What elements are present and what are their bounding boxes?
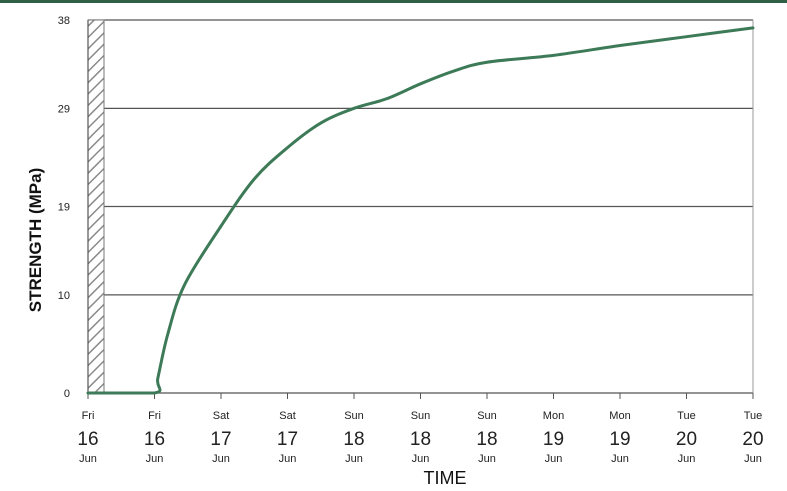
grid-lines (88, 19, 753, 296)
x-tick-day: 17 (210, 429, 231, 450)
x-tick-month: Jun (412, 453, 430, 465)
x-tick-dow: Sun (477, 410, 497, 422)
x-tick-dow: Tue (744, 410, 763, 422)
axes (87, 20, 754, 399)
hatched-band (87, 19, 105, 394)
x-tick-month: Jun (345, 453, 363, 465)
x-tick-month: Jun (146, 453, 164, 465)
x-tick-dow: Tue (677, 410, 696, 422)
x-tick-dow: Mon (609, 410, 630, 422)
x-tick-day: 19 (609, 429, 630, 450)
x-tick-day: 18 (343, 429, 364, 450)
y-tick-label: 10 (58, 290, 70, 302)
series-layer (86, 26, 755, 395)
y-tick-label: 29 (58, 103, 70, 115)
x-tick-day: 20 (676, 429, 697, 450)
x-tick-day: 17 (277, 429, 298, 450)
x-tick-month: Jun (79, 453, 97, 465)
x-tick-dow: Fri (148, 410, 161, 422)
y-axis-label: STRENGTH (MPa) (26, 167, 45, 313)
x-tick-dow: Sat (213, 410, 230, 422)
x-tick-dow: Mon (543, 410, 564, 422)
x-tick-month: Jun (611, 453, 629, 465)
x-tick-month: Jun (545, 453, 563, 465)
x-tick-month: Jun (744, 453, 762, 465)
y-tick-label: 19 (58, 202, 70, 214)
x-axis-label: TIME (423, 468, 467, 488)
x-tick-day: 18 (476, 429, 497, 450)
x-tick-day: 20 (742, 429, 763, 450)
y-tick-label: 0 (64, 388, 70, 400)
x-tick-dow: Sun (344, 410, 364, 422)
x-tick-month: Jun (678, 453, 696, 465)
x-tick-day: 16 (77, 429, 98, 450)
x-tick-dow: Sun (411, 410, 431, 422)
x-tick-labels: Fri 16 Jun Fri 16 Jun Sat 17 Jun Sat 17 Jun Sun 18 Jun… (77, 410, 763, 465)
x-tick-month: Jun (478, 453, 496, 465)
top-rule (0, 0, 787, 3)
strength-series-line (86, 26, 755, 395)
x-tick-day: 19 (543, 429, 564, 450)
x-tick-month: Jun (212, 453, 230, 465)
x-tick-month: Jun (279, 453, 297, 465)
x-tick-day: 16 (144, 429, 165, 450)
x-tick-dow: Fri (82, 410, 95, 422)
x-tick-dow: Sat (279, 410, 296, 422)
x-tick-day: 18 (410, 429, 431, 450)
y-tick-label: 38 (58, 15, 70, 27)
y-tick-labels: 0 10 19 29 38 (58, 15, 70, 400)
